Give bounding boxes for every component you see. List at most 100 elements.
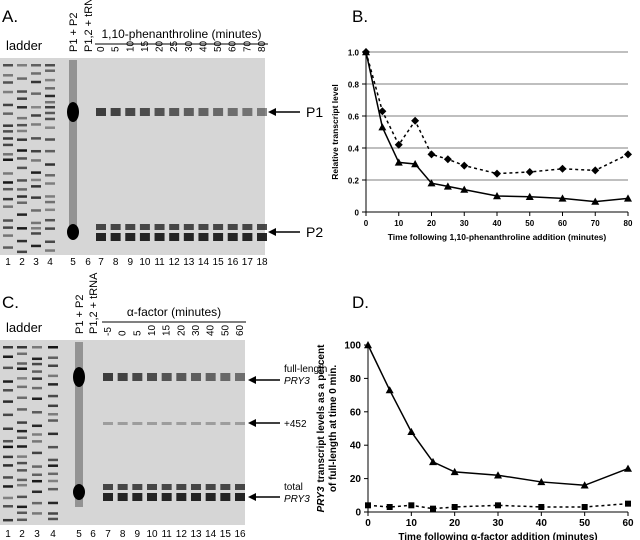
ladder-band [3, 219, 13, 222]
y-tick-label: 0 [355, 508, 361, 519]
marker [525, 192, 534, 200]
ladder-band [48, 404, 58, 408]
lane-number: 16 [234, 529, 246, 540]
marker [493, 192, 501, 200]
lane-number: 12 [169, 257, 181, 268]
ladder-band [31, 196, 41, 199]
ladder-band [17, 90, 27, 93]
marker [411, 116, 420, 125]
lane-number: 2 [19, 257, 25, 268]
marker [460, 161, 469, 170]
marker [591, 166, 600, 175]
ladder-band [17, 396, 27, 400]
band [205, 493, 216, 501]
marker [525, 168, 534, 176]
y-tick-label: 0.6 [348, 113, 360, 122]
time-label: 20 [155, 40, 166, 52]
band [139, 108, 150, 116]
time-label: 50 [220, 324, 231, 336]
ladder-band [31, 106, 41, 109]
band [132, 484, 143, 490]
band [103, 422, 113, 425]
band [191, 493, 201, 501]
marker [450, 467, 459, 476]
marker [591, 197, 600, 205]
ladder-band [48, 364, 58, 368]
ladder-band [45, 195, 55, 198]
ladder-band [3, 413, 13, 417]
ladder-band [17, 421, 27, 424]
time-label: 70 [242, 40, 253, 52]
ladder-band [3, 158, 13, 162]
lane-number: 16 [227, 257, 239, 268]
ladder-band [17, 97, 27, 100]
band [125, 233, 136, 241]
ladder-band [3, 355, 13, 358]
marker [362, 48, 370, 56]
marker [411, 160, 420, 168]
band [176, 493, 187, 501]
ladder-band [3, 380, 13, 383]
ladder-band [32, 512, 42, 515]
ladder-label: ladder [6, 38, 43, 53]
marker [624, 194, 632, 202]
lane-number: 13 [183, 257, 195, 268]
ladder-band [17, 188, 27, 191]
ladder-band [17, 455, 27, 458]
ladder-band [48, 413, 58, 416]
lane-label: P1 + P2 [74, 295, 86, 334]
ladder-band [3, 103, 13, 107]
band [161, 493, 172, 501]
ladder-band [17, 149, 27, 152]
band [103, 493, 113, 501]
marker [430, 505, 436, 512]
x-tick-label: 0 [364, 219, 369, 228]
ladder-band [17, 106, 27, 109]
ladder-band [17, 478, 27, 482]
ladder-band [3, 455, 13, 459]
gel [0, 58, 265, 255]
ladder-band [3, 112, 13, 115]
ladder-band [3, 427, 13, 431]
ladder-band [32, 501, 42, 505]
marker [443, 155, 452, 164]
ladder-band [3, 445, 13, 449]
ladder-band [3, 172, 13, 175]
ladder-band [17, 511, 27, 515]
ladder-band [48, 419, 58, 422]
x-tick-label: 60 [622, 518, 634, 529]
ladder-band [17, 385, 27, 389]
ladder-band [32, 362, 42, 366]
band [125, 108, 136, 116]
band [132, 373, 143, 381]
band [147, 484, 157, 490]
band [183, 233, 194, 241]
time-label: 30 [191, 324, 202, 336]
ladder-band [17, 483, 27, 487]
ladder-band [48, 458, 58, 462]
time-label: 10 [147, 324, 158, 336]
ladder-band [3, 246, 13, 249]
band-label: PRY3 [284, 494, 310, 505]
marker [408, 502, 415, 509]
band [117, 484, 128, 490]
lane-number: 14 [205, 529, 217, 540]
lane-number: 6 [90, 529, 96, 540]
panel-label: A. [2, 7, 18, 26]
band [154, 233, 165, 241]
band [147, 493, 157, 501]
ladder-band [48, 479, 58, 483]
band [220, 484, 231, 490]
lane-number: 11 [154, 257, 165, 268]
ladder-band [32, 473, 42, 477]
lane-number: 5 [76, 529, 82, 540]
band [235, 493, 245, 501]
ladder-band [17, 362, 27, 365]
smear [75, 342, 83, 507]
marker [495, 502, 501, 509]
lane-label: P1 + P2 [68, 13, 80, 52]
ladder-band [31, 159, 41, 162]
ladder-band [45, 200, 55, 204]
ladder-band [3, 137, 13, 140]
